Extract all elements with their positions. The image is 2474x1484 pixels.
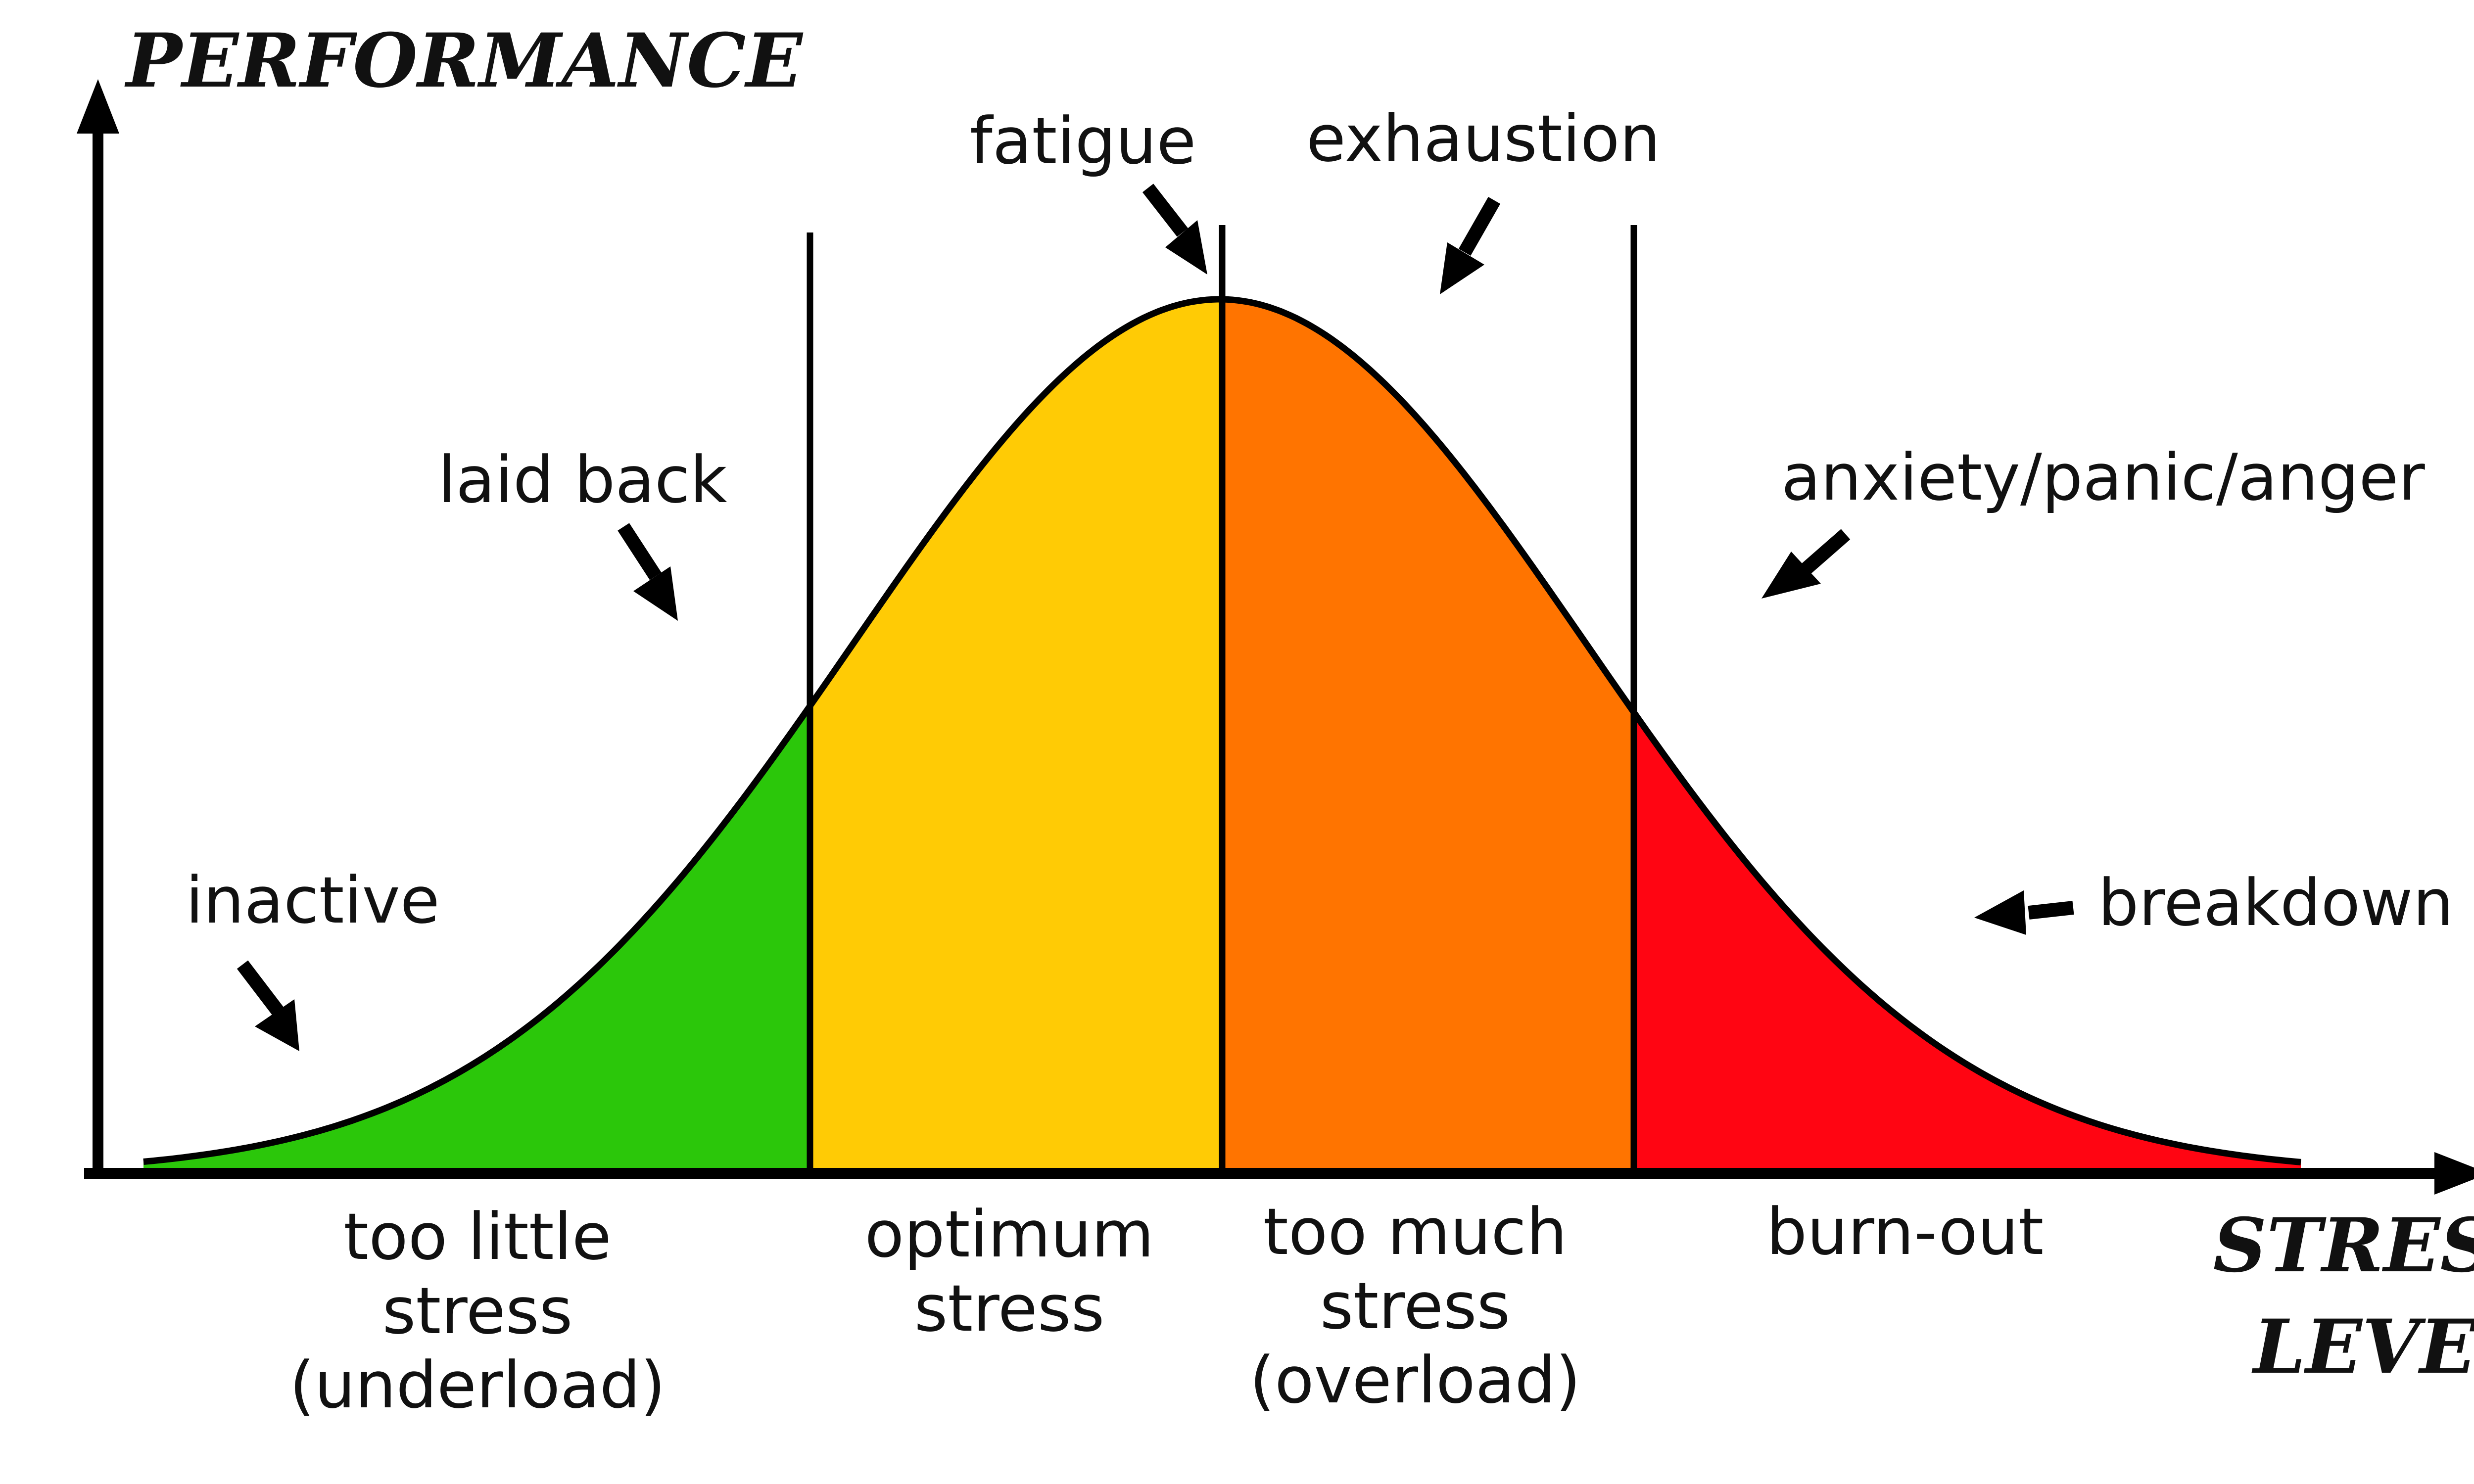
zone-label-underload: too little stress (underload): [289, 1199, 666, 1423]
zone-optimum-fill: [811, 299, 1222, 1173]
y-axis-arrowhead: [77, 79, 119, 134]
zone-label-line: stress: [914, 1271, 1105, 1346]
arrow-icon: [1440, 197, 1501, 294]
x-axis-title-line-2: LEVEL: [2251, 1303, 2474, 1391]
zone-label-line: too much: [1263, 1194, 1567, 1269]
label-fatigue: fatigue: [970, 103, 1196, 179]
zone-label-line: optimum: [865, 1197, 1154, 1272]
label-breakdown: breakdown: [2098, 865, 2454, 940]
arrow-icon: [1974, 890, 2074, 935]
zone-overload-fill: [1222, 299, 1633, 1173]
zone-label-line: burn-out: [1766, 1194, 2044, 1269]
label-exhaustion: exhaustion: [1306, 101, 1661, 176]
zone-label-line: (overload): [1249, 1343, 1580, 1418]
zone-label-burnout: burn-out: [1766, 1194, 2044, 1269]
arrow-icon: [1761, 529, 1851, 599]
zone-label-overload: too much stress (overload): [1249, 1194, 1580, 1418]
zone-label-line: too little: [343, 1199, 612, 1274]
arrow-icon: [237, 960, 299, 1051]
y-axis-title: PERFORMANCE: [124, 17, 804, 104]
x-axis-arrowhead: [2434, 1152, 2474, 1195]
zone-label-line: stress: [382, 1273, 573, 1348]
zone-label-optimum: optimum stress: [865, 1197, 1154, 1346]
label-laid-back: laid back: [438, 442, 727, 517]
zone-label-line: (underload): [289, 1347, 666, 1423]
x-axis-title-line-1: STRESS: [2213, 1202, 2474, 1289]
zone-burnout-fill: [1633, 299, 2301, 1173]
zone-label-line: stress: [1320, 1268, 1511, 1344]
zone-underload-fill: [143, 299, 811, 1173]
label-inactive: inactive: [186, 863, 440, 938]
arrow-icon: [1142, 184, 1207, 275]
label-anxiety-panic-anger: anxiety/panic/anger: [1781, 440, 2425, 515]
arrow-icon: [618, 523, 678, 621]
annotation-arrows: [237, 184, 2074, 1051]
